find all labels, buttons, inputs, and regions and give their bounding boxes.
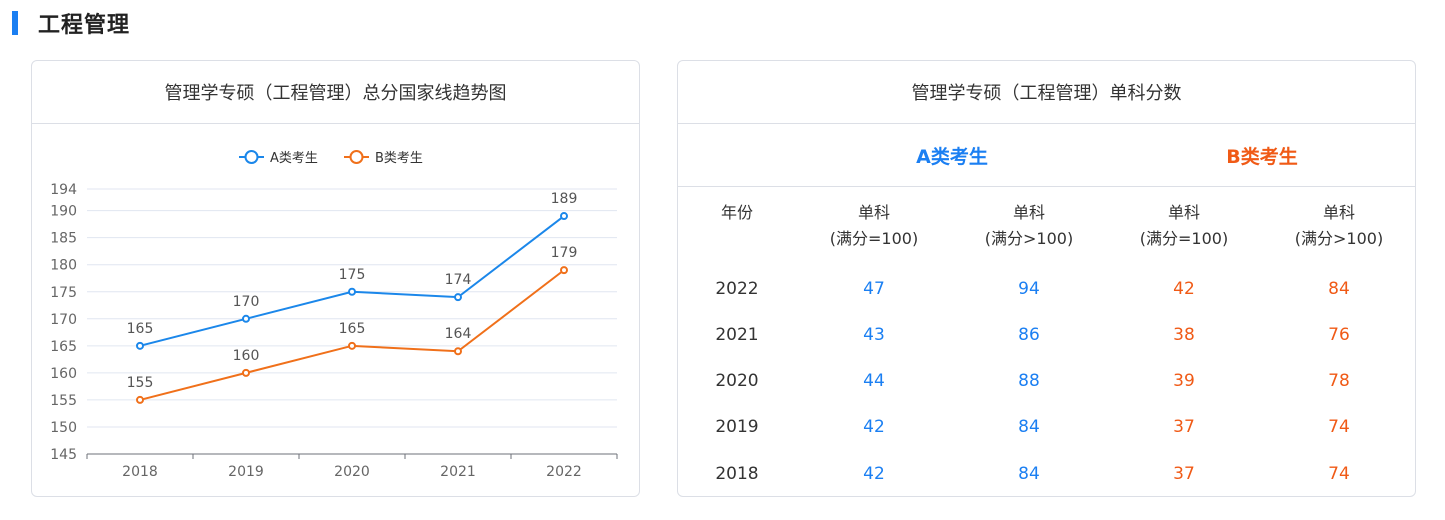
y-tick-label: 165 bbox=[50, 339, 77, 355]
trend-line-chart: 194 190 185 180 175 170 165 160 155 150 145 2018 201… bbox=[50, 150, 618, 480]
y-tick-label: 194 bbox=[50, 182, 77, 198]
header-year: 年份 bbox=[720, 203, 753, 222]
trend-chart-card: 管理学专硕（工程管理）总分国家线趋势图 194 190 185 180 175 170 16… bbox=[31, 60, 640, 497]
score-a-over100: 84 bbox=[1018, 464, 1040, 484]
section-header: 工程管理 bbox=[12, 10, 131, 38]
score-a-over100: 84 bbox=[1018, 417, 1040, 437]
data-label: 160 bbox=[233, 348, 260, 364]
data-label: 174 bbox=[445, 272, 472, 288]
header-subject: 单科 bbox=[1322, 203, 1355, 222]
data-point bbox=[454, 293, 462, 302]
score-a-over100: 94 bbox=[1018, 279, 1040, 299]
section-title: 工程管理 bbox=[38, 13, 131, 38]
legend-marker bbox=[349, 150, 364, 164]
score-b-over100: 74 bbox=[1328, 417, 1350, 437]
score-a-100: 42 bbox=[863, 417, 885, 437]
x-tick-label: 2022 bbox=[546, 464, 582, 480]
y-tick-label: 155 bbox=[50, 393, 77, 409]
score-b-100: 37 bbox=[1173, 464, 1195, 484]
data-point bbox=[348, 287, 356, 296]
legend-label: B类考生 bbox=[375, 151, 423, 166]
score-a-100: 44 bbox=[863, 371, 885, 391]
y-tick-label: 170 bbox=[50, 312, 77, 328]
row-year: 2020 bbox=[715, 371, 759, 391]
section-accent-bar bbox=[12, 11, 18, 35]
y-tick-label: 145 bbox=[50, 447, 77, 463]
header-subject: 单科 bbox=[1167, 203, 1200, 222]
y-tick-label: 190 bbox=[50, 204, 77, 220]
chart-card-title: 管理学专硕（工程管理）总分国家线趋势图 bbox=[32, 61, 639, 124]
score-b-over100: 84 bbox=[1328, 279, 1350, 299]
header-fullscore: (满分=100) bbox=[1139, 229, 1229, 248]
data-point bbox=[242, 368, 250, 377]
data-point bbox=[560, 266, 568, 275]
score-b-over100: 74 bbox=[1328, 464, 1350, 484]
y-tick-label: 180 bbox=[50, 258, 77, 274]
header-fullscore: (满分>100) bbox=[984, 229, 1074, 248]
x-tick-label: 2020 bbox=[334, 464, 370, 480]
score-b-over100: 78 bbox=[1328, 371, 1350, 391]
header-fullscore: (满分>100) bbox=[1294, 229, 1384, 248]
legend-marker bbox=[244, 150, 259, 164]
row-year: 2022 bbox=[715, 279, 759, 299]
data-point bbox=[454, 347, 462, 356]
score-a-100: 42 bbox=[863, 464, 885, 484]
score-b-100: 39 bbox=[1173, 371, 1195, 391]
group-header-row: A类考生 B类考生 bbox=[678, 124, 1415, 187]
data-label: 170 bbox=[233, 294, 260, 310]
x-tick-label: 2018 bbox=[122, 464, 158, 480]
table-card-title: 管理学专硕（工程管理）单科分数 bbox=[678, 61, 1415, 124]
group-a-label: A类考生 bbox=[916, 146, 988, 168]
score-b-over100: 76 bbox=[1328, 325, 1350, 345]
data-label: 164 bbox=[445, 326, 472, 342]
data-label: 179 bbox=[551, 245, 578, 261]
score-b-100: 37 bbox=[1173, 417, 1195, 437]
header-subject: 单科 bbox=[1012, 203, 1045, 222]
score-b-100: 38 bbox=[1173, 325, 1195, 345]
score-b-100: 42 bbox=[1173, 279, 1195, 299]
legend-label: A类考生 bbox=[270, 151, 318, 166]
y-tick-label: 185 bbox=[50, 231, 77, 247]
row-year: 2019 bbox=[715, 417, 759, 437]
header-subject: 单科 bbox=[857, 203, 890, 222]
score-a-over100: 86 bbox=[1018, 325, 1040, 345]
y-tick-label: 175 bbox=[50, 285, 77, 301]
data-label: 165 bbox=[339, 321, 366, 337]
score-a-over100: 88 bbox=[1018, 371, 1040, 391]
score-table-card: 管理学专硕（工程管理）单科分数 A类考生 B类考生 年份 单科 (满分=100) 单科… bbox=[677, 60, 1416, 497]
x-tick-label: 2019 bbox=[228, 464, 264, 480]
data-label: 165 bbox=[127, 321, 154, 337]
data-label: 155 bbox=[127, 375, 154, 391]
data-label: 189 bbox=[551, 191, 578, 207]
score-a-100: 47 bbox=[863, 279, 885, 299]
y-tick-label: 160 bbox=[50, 366, 77, 382]
score-a-100: 43 bbox=[863, 325, 885, 345]
x-tick-label: 2021 bbox=[440, 464, 476, 480]
data-point bbox=[136, 341, 144, 350]
data-label: 175 bbox=[339, 267, 366, 283]
data-point bbox=[242, 314, 250, 323]
data-point bbox=[136, 395, 144, 404]
data-point bbox=[348, 341, 356, 350]
data-point bbox=[560, 212, 568, 221]
y-tick-label: 150 bbox=[50, 420, 77, 436]
header-fullscore: (满分=100) bbox=[829, 229, 919, 248]
group-b-label: B类考生 bbox=[1226, 146, 1298, 168]
row-year: 2018 bbox=[715, 464, 759, 484]
row-year: 2021 bbox=[715, 325, 759, 345]
